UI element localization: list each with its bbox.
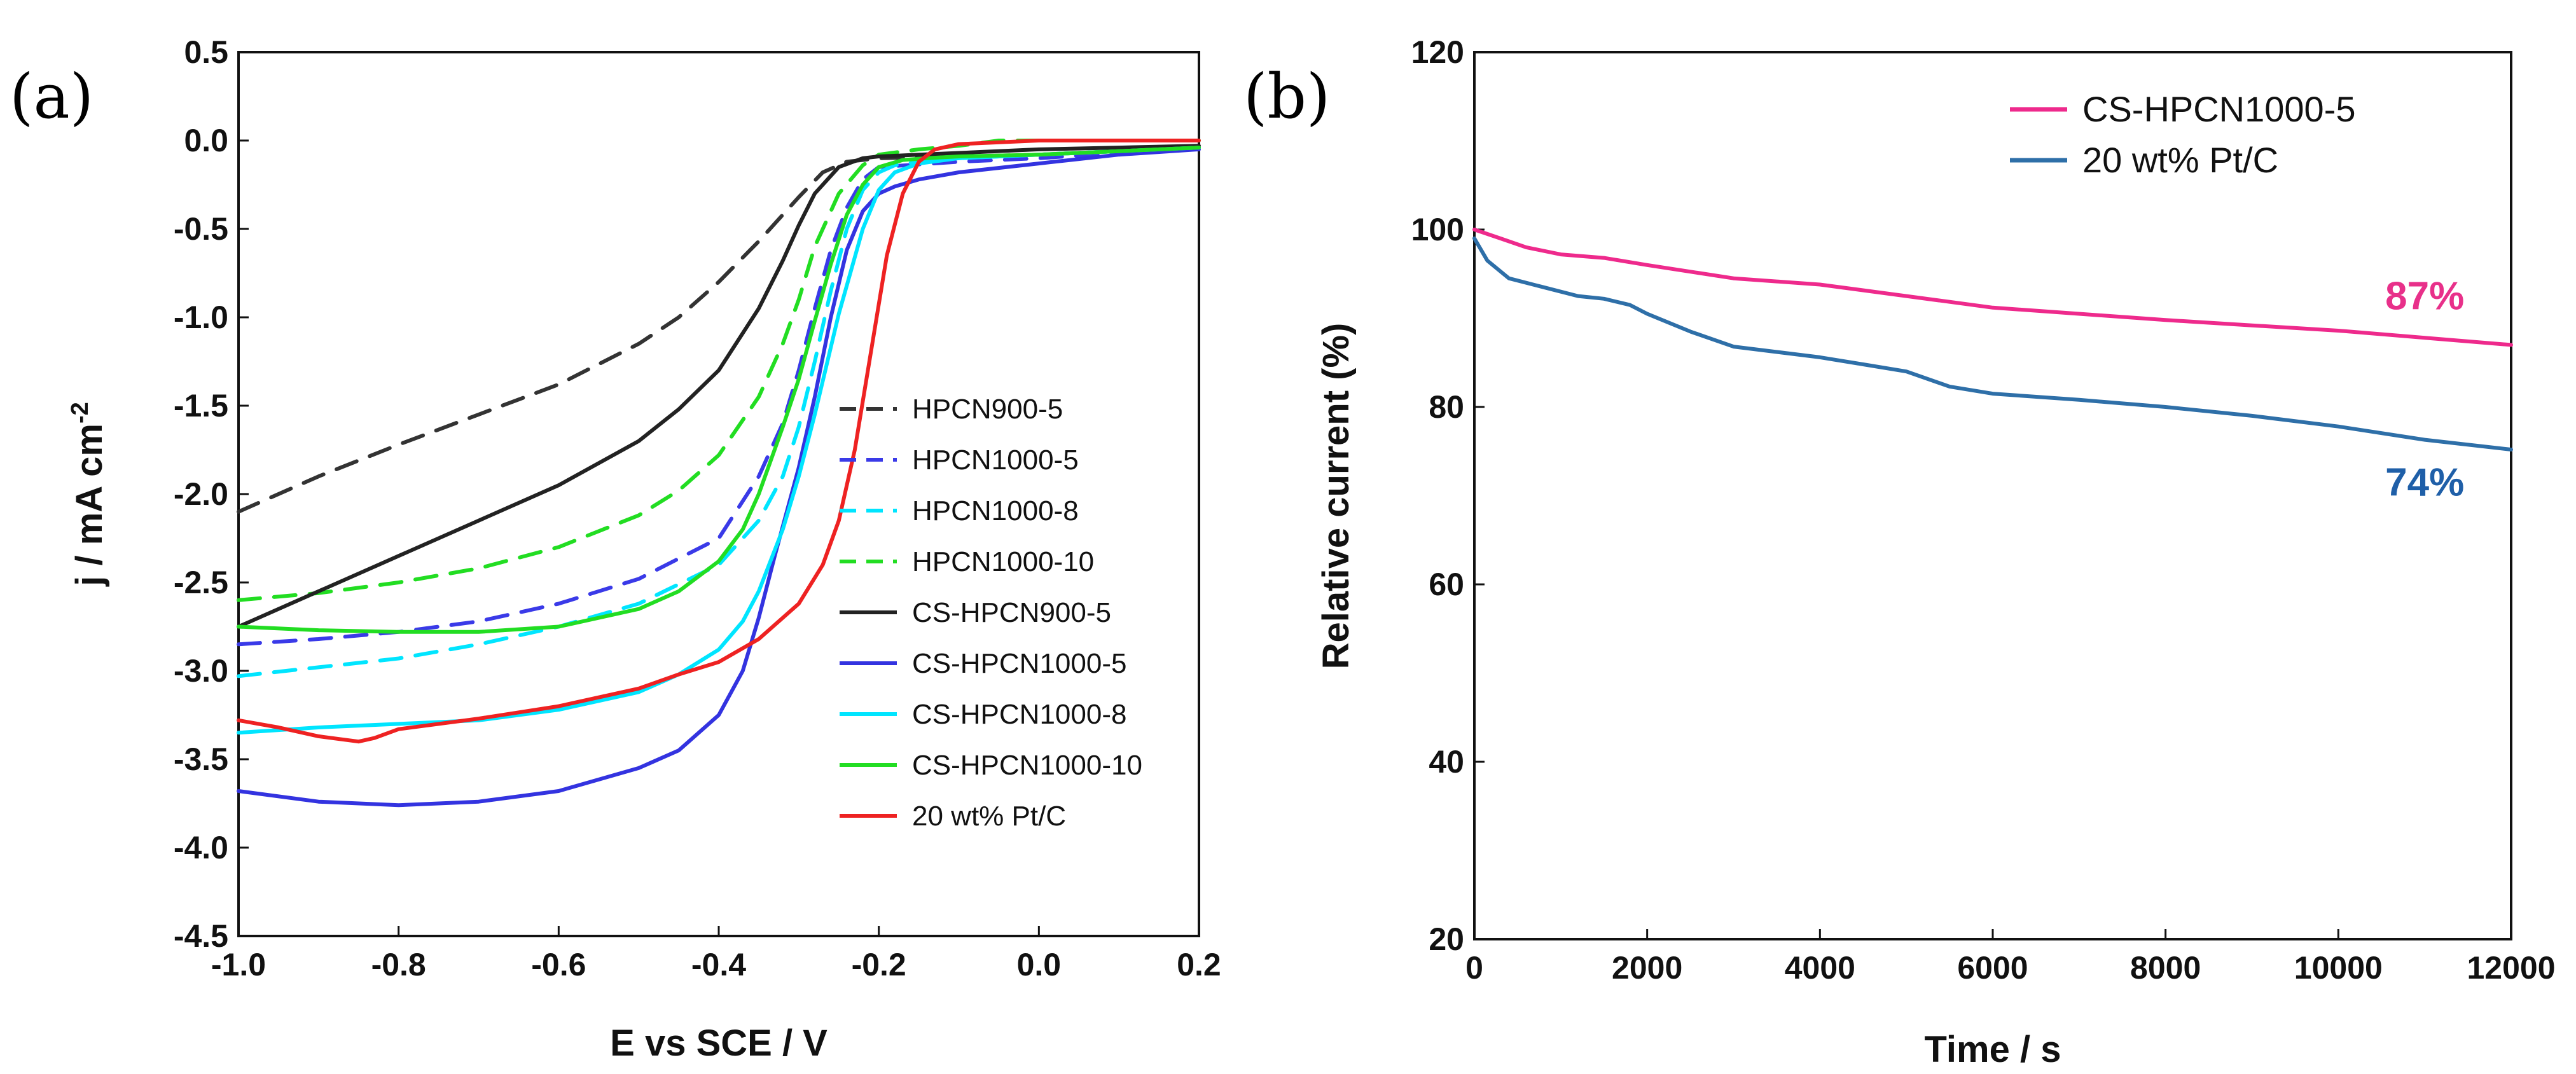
a-x-tick-label: 0.0 [1017,947,1062,982]
b-y-tick-label: 20 [1429,921,1464,957]
b-y-tick-label: 40 [1429,744,1464,780]
a-legend-label: CS-HPCN900-5 [912,597,1111,628]
b-y-tick-label: 60 [1429,567,1464,602]
ticks-a: -1.0 -0.8 -0.6 -0.4 -0.2 0.0 0.2 0.5 0.0 -0.5 -1.0… [174,34,1221,982]
b-x-tick-label: 2000 [1612,950,1682,986]
b-x-tick-label: 10000 [2294,950,2383,986]
b-series-line [1472,236,2513,451]
b-x-tick-label: 8000 [2130,950,2201,986]
a-series-line [237,144,1201,629]
b-annotation: 87% [2385,275,2464,319]
a-y-tick-label: -3.0 [174,653,228,689]
annotations-b: 87% 74% [2385,275,2464,505]
a-legend-label: HPCN1000-10 [912,546,1094,577]
b-series-line [1472,228,2513,347]
y-axis-label-a: j / mA cm-2 [67,402,110,587]
a-series-line [237,147,1201,808]
a-y-tick-label: -3.5 [174,741,228,777]
chart-a: -1.0 -0.8 -0.6 -0.4 -0.2 0.0 0.2 0.5 0.0 -0.5 -1.0… [67,34,1221,1064]
a-y-tick-label: 0.0 [184,123,228,158]
a-series-line [237,146,1201,647]
a-y-tick-label: -4.0 [174,830,228,865]
b-x-tick-label: 12000 [2467,950,2555,986]
y-axis-label-a-text: j / mA cm [69,423,110,587]
a-series-line [237,139,1201,744]
a-legend-label: 20 wt% Pt/C [912,801,1066,832]
series-b [1472,228,2513,451]
a-legend-label: CS-HPCN1000-5 [912,648,1126,679]
panel-label-a: (a) [10,61,93,132]
legend-a: HPCN900-5 HPCN1000-5 HPCN1000-8 HPCN1000-10… [840,394,1142,832]
b-x-tick-label: 6000 [1957,950,2028,986]
legend-b: CS-HPCN1000-5 20 wt% Pt/C [2010,89,2356,180]
b-x-tick-label: 4000 [1785,950,1855,986]
a-x-tick-label: -0.6 [531,947,586,982]
x-axis-label-a: E vs SCE / V [610,1022,828,1064]
a-legend-label: CS-HPCN1000-8 [912,699,1126,730]
ticks-b: 0 2000 4000 6000 8000 10000 12000 120 100 80 60 40 2… [1411,34,2556,986]
b-annotation: 74% [2385,461,2464,505]
a-y-tick-label: -2.5 [174,565,228,600]
a-series-line [237,146,1201,514]
b-y-tick-label: 100 [1411,212,1464,247]
a-y-tick-label: -0.5 [174,211,228,247]
a-x-tick-label: -1.0 [211,947,266,982]
a-y-tick-label: -2.0 [174,476,228,512]
plot-frame-b [1473,51,2512,940]
y-axis-label-b: Relative current (%) [1315,323,1357,670]
series-a [237,139,1201,808]
x-axis-label-b: Time / s [1925,1029,2061,1070]
a-legend-label: HPCN1000-8 [912,495,1079,527]
a-x-tick-label: -0.4 [691,947,746,982]
b-y-tick-label: 80 [1429,389,1464,425]
a-y-tick-label: 0.5 [184,34,228,70]
a-x-tick-label: -0.2 [852,947,906,982]
b-y-tick-label: 120 [1411,34,1464,70]
a-legend-label: HPCN1000-5 [912,444,1079,476]
b-legend-label: CS-HPCN1000-5 [2082,89,2356,129]
a-y-tick-label: -1.5 [174,388,228,423]
a-x-tick-label: 0.2 [1177,947,1221,982]
panel-label-b: (b) [1243,61,1330,132]
a-x-tick-label: -0.8 [371,947,426,982]
b-legend-label: 20 wt% Pt/C [2082,140,2278,180]
a-legend-label: CS-HPCN1000-10 [912,750,1142,781]
a-y-tick-label: -1.0 [174,299,228,335]
a-legend-label: HPCN900-5 [912,394,1063,425]
y-axis-label-a-sup: -2 [67,402,93,423]
chart-b: 0 2000 4000 6000 8000 10000 12000 120 100 80 60 40 2… [1315,34,2556,1070]
b-x-tick-label: 0 [1465,950,1483,986]
a-y-tick-label: -4.5 [174,918,228,954]
a-series-line [237,146,1201,735]
a-series-line [237,146,1201,634]
